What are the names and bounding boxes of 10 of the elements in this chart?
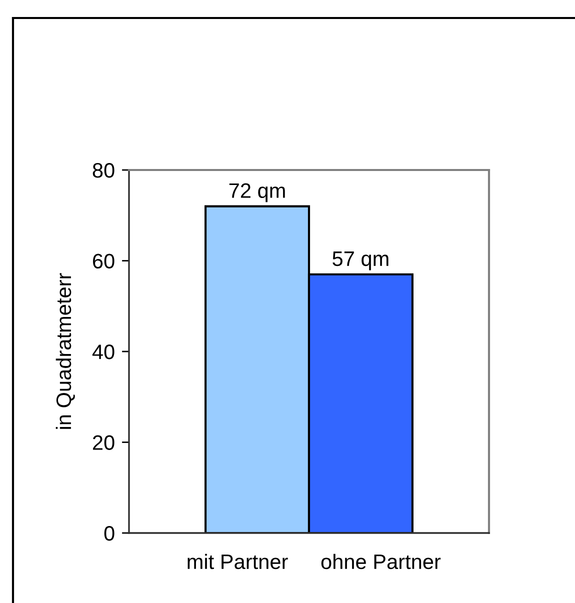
y-axis-title: in Quadratmeterr [56,273,75,429]
y-tick-label: 80 [92,163,114,178]
data-label: 57 qm [332,252,388,270]
y-tick-label: 60 [93,254,114,269]
x-tick-label: ohne Partner [321,554,441,570]
x-tick-label: mit Partner [188,554,288,570]
y-tick-label: 0 [104,526,114,541]
y-tick-label: 20 [92,435,114,450]
data-label: 72 qm [229,183,285,202]
y-tick-label: 40 [92,344,114,360]
